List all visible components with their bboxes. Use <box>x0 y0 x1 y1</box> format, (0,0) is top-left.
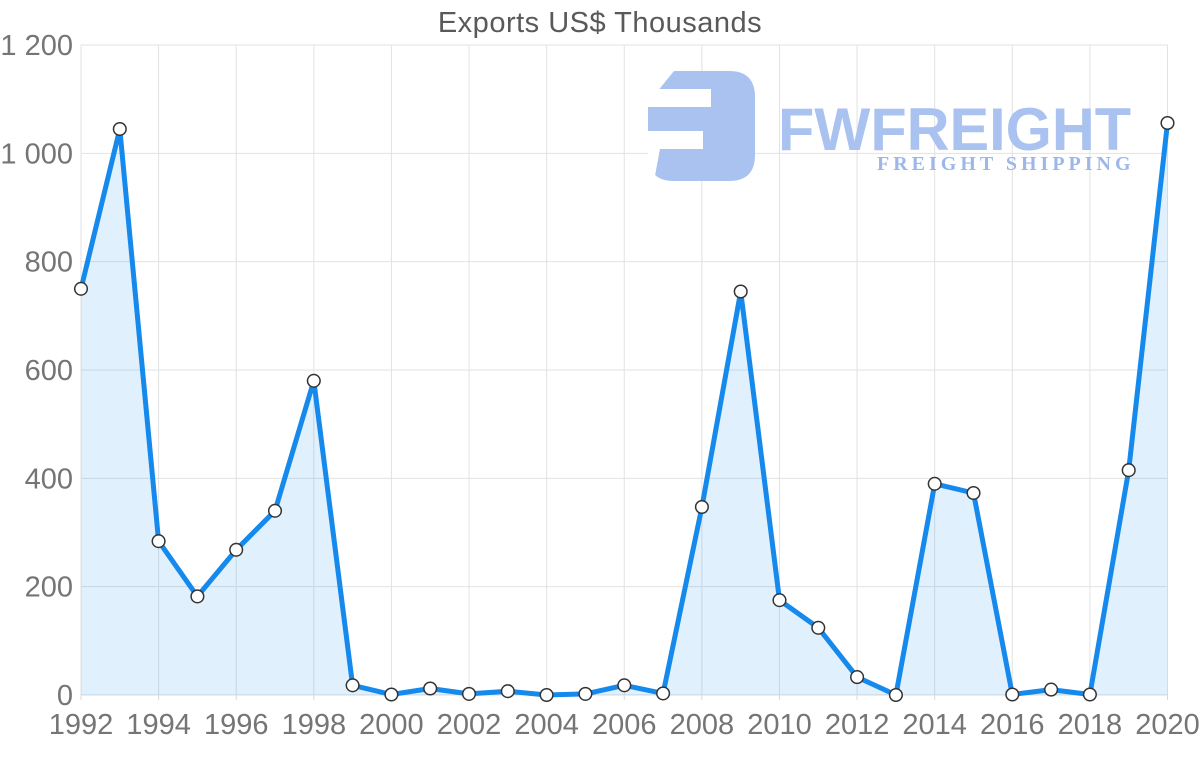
data-point-1994[interactable] <box>151 534 166 549</box>
y-tick-label: 200 <box>25 572 73 604</box>
data-point-2008[interactable] <box>694 499 709 515</box>
data-point-1993[interactable] <box>112 121 127 137</box>
x-tick-label: 1996 <box>204 709 269 741</box>
data-point-2002[interactable] <box>461 686 477 701</box>
y-tick-label: 400 <box>25 463 73 495</box>
y-tick-label: 1 200 <box>0 30 73 62</box>
data-point-1996[interactable] <box>229 542 244 557</box>
data-point-2004[interactable] <box>539 687 554 703</box>
x-tick-label: 1994 <box>126 709 191 741</box>
data-point-2003[interactable] <box>500 684 515 699</box>
data-point-1992[interactable] <box>73 281 89 296</box>
x-tick-label: 2014 <box>902 709 967 741</box>
data-point-2019[interactable] <box>1121 463 1136 478</box>
data-point-2001[interactable] <box>423 681 438 696</box>
watermark-tagline: FREIGHT SHIPPING <box>877 153 1135 175</box>
data-point-2012[interactable] <box>850 670 865 685</box>
x-tick-label: 2016 <box>980 709 1045 741</box>
data-point-2017[interactable] <box>1044 682 1059 697</box>
x-tick-label: 2020 <box>1135 709 1200 741</box>
x-tick-label: 2010 <box>747 709 812 741</box>
data-point-2014[interactable] <box>927 476 942 491</box>
data-point-2018[interactable] <box>1082 687 1097 702</box>
x-tick-label: 2018 <box>1058 709 1123 741</box>
data-point-2015[interactable] <box>966 485 981 501</box>
x-tick-label: 2004 <box>514 709 579 741</box>
data-point-2009[interactable] <box>733 284 748 299</box>
data-point-2013[interactable] <box>888 687 903 703</box>
data-point-2010[interactable] <box>772 593 787 608</box>
series-area <box>81 123 1168 695</box>
data-point-2006[interactable] <box>617 678 632 693</box>
watermark-brand: FWFREIGHT <box>778 96 1132 163</box>
chart-title: Exports US$ Thousands <box>437 7 763 39</box>
data-point-1998[interactable] <box>306 373 321 388</box>
y-tick-label: 800 <box>25 247 73 279</box>
data-point-2020[interactable] <box>1160 115 1175 131</box>
data-point-2016[interactable] <box>1005 687 1020 702</box>
y-tick-label: 0 <box>57 680 73 712</box>
data-point-2007[interactable] <box>656 686 671 701</box>
fwfreight-logo-icon <box>648 71 755 181</box>
x-tick-label: 1998 <box>282 709 347 741</box>
y-tick-label: 1 000 <box>0 138 73 170</box>
y-tick-label: 600 <box>25 355 73 387</box>
x-tick-label: 1992 <box>49 709 114 741</box>
data-point-2000[interactable] <box>384 687 399 702</box>
data-point-2011[interactable] <box>811 620 826 635</box>
x-tick-label: 2008 <box>670 709 735 741</box>
data-point-1997[interactable] <box>267 503 283 518</box>
data-point-2005[interactable] <box>578 686 593 701</box>
x-tick-label: 2002 <box>437 709 502 741</box>
x-tick-label: 2006 <box>592 709 657 741</box>
x-tick-label: 2000 <box>359 709 424 741</box>
x-tick-label: 2012 <box>825 709 890 741</box>
data-point-1999[interactable] <box>345 678 360 693</box>
data-point-1995[interactable] <box>190 589 205 604</box>
